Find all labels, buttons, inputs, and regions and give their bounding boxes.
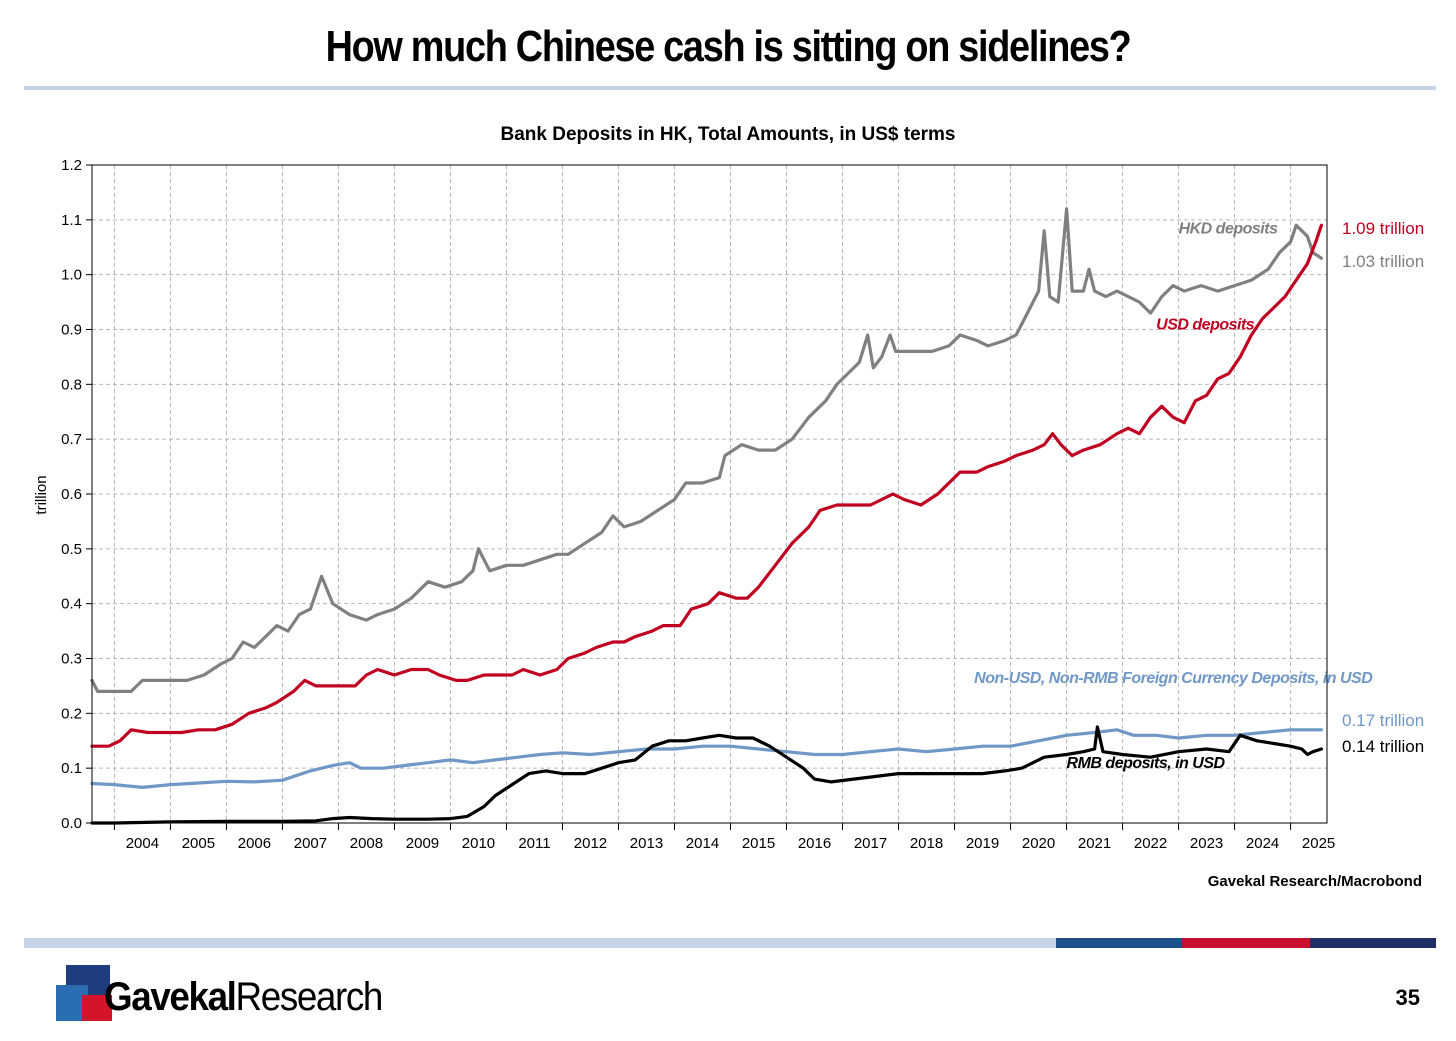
- x-tick-label: 2005: [182, 835, 215, 852]
- x-tick-label: 2011: [518, 835, 550, 852]
- x-tick-label: 2014: [686, 835, 719, 852]
- y-tick-label: 1.2: [61, 157, 82, 174]
- x-tick-label: 2008: [350, 835, 383, 852]
- end-labels: 1.03 trillion 1.09 trillion 0.17 trillion 0…: [1342, 219, 1424, 756]
- end-value-label: 0.14 trillion: [1342, 737, 1424, 756]
- page-number: 35: [1395, 985, 1420, 1010]
- x-tick-label: 2025: [1302, 835, 1335, 852]
- x-tick-label: 2017: [854, 835, 887, 852]
- logo-text: GavekalResearch: [104, 975, 384, 1020]
- brand-logo: GavekalResearch: [56, 963, 396, 1027]
- y-tick-label: 0.4: [61, 596, 82, 613]
- end-value-label: 0.17 trillion: [1342, 711, 1424, 730]
- x-tick-label: 2015: [742, 835, 775, 852]
- x-tick-label: 2018: [910, 835, 943, 852]
- y-tick-label: 0.9: [61, 322, 82, 339]
- x-tick-label: 2016: [798, 835, 831, 852]
- x-tick-label: 2013: [630, 835, 663, 852]
- slide-title: How much Chinese cash is sitting on side…: [325, 22, 1132, 71]
- x-tick-label: 2021: [1078, 835, 1111, 852]
- brand-bold: Gavekal: [104, 975, 237, 1019]
- y-tick-label: 1.0: [61, 267, 82, 284]
- series-line-non-usd-non-rmb-foreign-currency-deposits-in-usd: [90, 728, 1323, 789]
- y-tick-label: 0.1: [61, 760, 82, 777]
- x-tick-label: 2006: [238, 835, 271, 852]
- x-tick-label: 2007: [294, 835, 327, 852]
- y-axis-label: trillion: [33, 475, 50, 514]
- end-value-label: 1.09 trillion: [1342, 219, 1424, 238]
- x-tick-label: 2024: [1246, 835, 1279, 852]
- bottom-bar-blue: [1056, 938, 1182, 948]
- bottom-bar-light: [24, 938, 1056, 948]
- y-tick-label: 0.3: [61, 651, 82, 668]
- x-tick-label: 2012: [574, 835, 607, 852]
- y-tick-label: 0.8: [61, 376, 82, 393]
- annotations: HKD deposits USD deposits Non-USD, Non-RMB…: [974, 221, 1374, 773]
- series-annotation: Non-USD, Non-RMB Foreign Currency Deposi…: [974, 670, 1373, 687]
- title-rule: [24, 86, 1436, 90]
- chart-title: Bank Deposits in HK, Total Amounts, in U…: [500, 124, 955, 145]
- series-line-hkd-deposits: [90, 207, 1323, 693]
- y-tick-label: 0.0: [61, 815, 82, 832]
- y-tick-label: 0.2: [61, 705, 82, 722]
- x-tick-label: 2004: [126, 835, 159, 852]
- y-tick-label: 1.1: [61, 212, 82, 229]
- y-tick-label: 0.5: [61, 541, 82, 558]
- series-line-usd-deposits: [90, 223, 1323, 748]
- series-annotation: RMB deposits, in USD: [1067, 755, 1226, 772]
- source-label: Gavekal Research/Macrobond: [1207, 873, 1422, 890]
- x-tick-label: 2009: [406, 835, 439, 852]
- grid: [92, 165, 1327, 823]
- y-tick-label: 0.7: [61, 431, 82, 448]
- series-line-rmb-deposits-in-usd: [90, 725, 1323, 825]
- plot-frame: [91, 164, 1328, 824]
- logo-square-red: [82, 995, 112, 1021]
- bottom-bar-red: [1182, 938, 1310, 948]
- series-lines: [90, 207, 1323, 825]
- end-value-label: 1.03 trillion: [1342, 252, 1424, 271]
- series-annotation: USD deposits: [1156, 317, 1255, 334]
- x-tick-label: 2010: [462, 835, 495, 852]
- axis-ticks: 0.0 0.1 0.2 0.3 0.4 0.5 0.6 0.7 0.8 0.9 1.0 1.1 1.2 2…: [61, 157, 1335, 852]
- x-tick-label: 2023: [1190, 835, 1223, 852]
- y-tick-label: 0.6: [61, 486, 82, 503]
- chart: Bank Deposits in HK, Total Amounts, in U…: [33, 124, 1424, 852]
- x-tick-label: 2020: [1022, 835, 1055, 852]
- brand-light: Research: [235, 975, 384, 1019]
- x-tick-label: 2019: [966, 835, 999, 852]
- x-tick-label: 2022: [1134, 835, 1167, 852]
- bottom-bar-navy: [1310, 938, 1436, 948]
- series-annotation: HKD deposits: [1179, 221, 1279, 238]
